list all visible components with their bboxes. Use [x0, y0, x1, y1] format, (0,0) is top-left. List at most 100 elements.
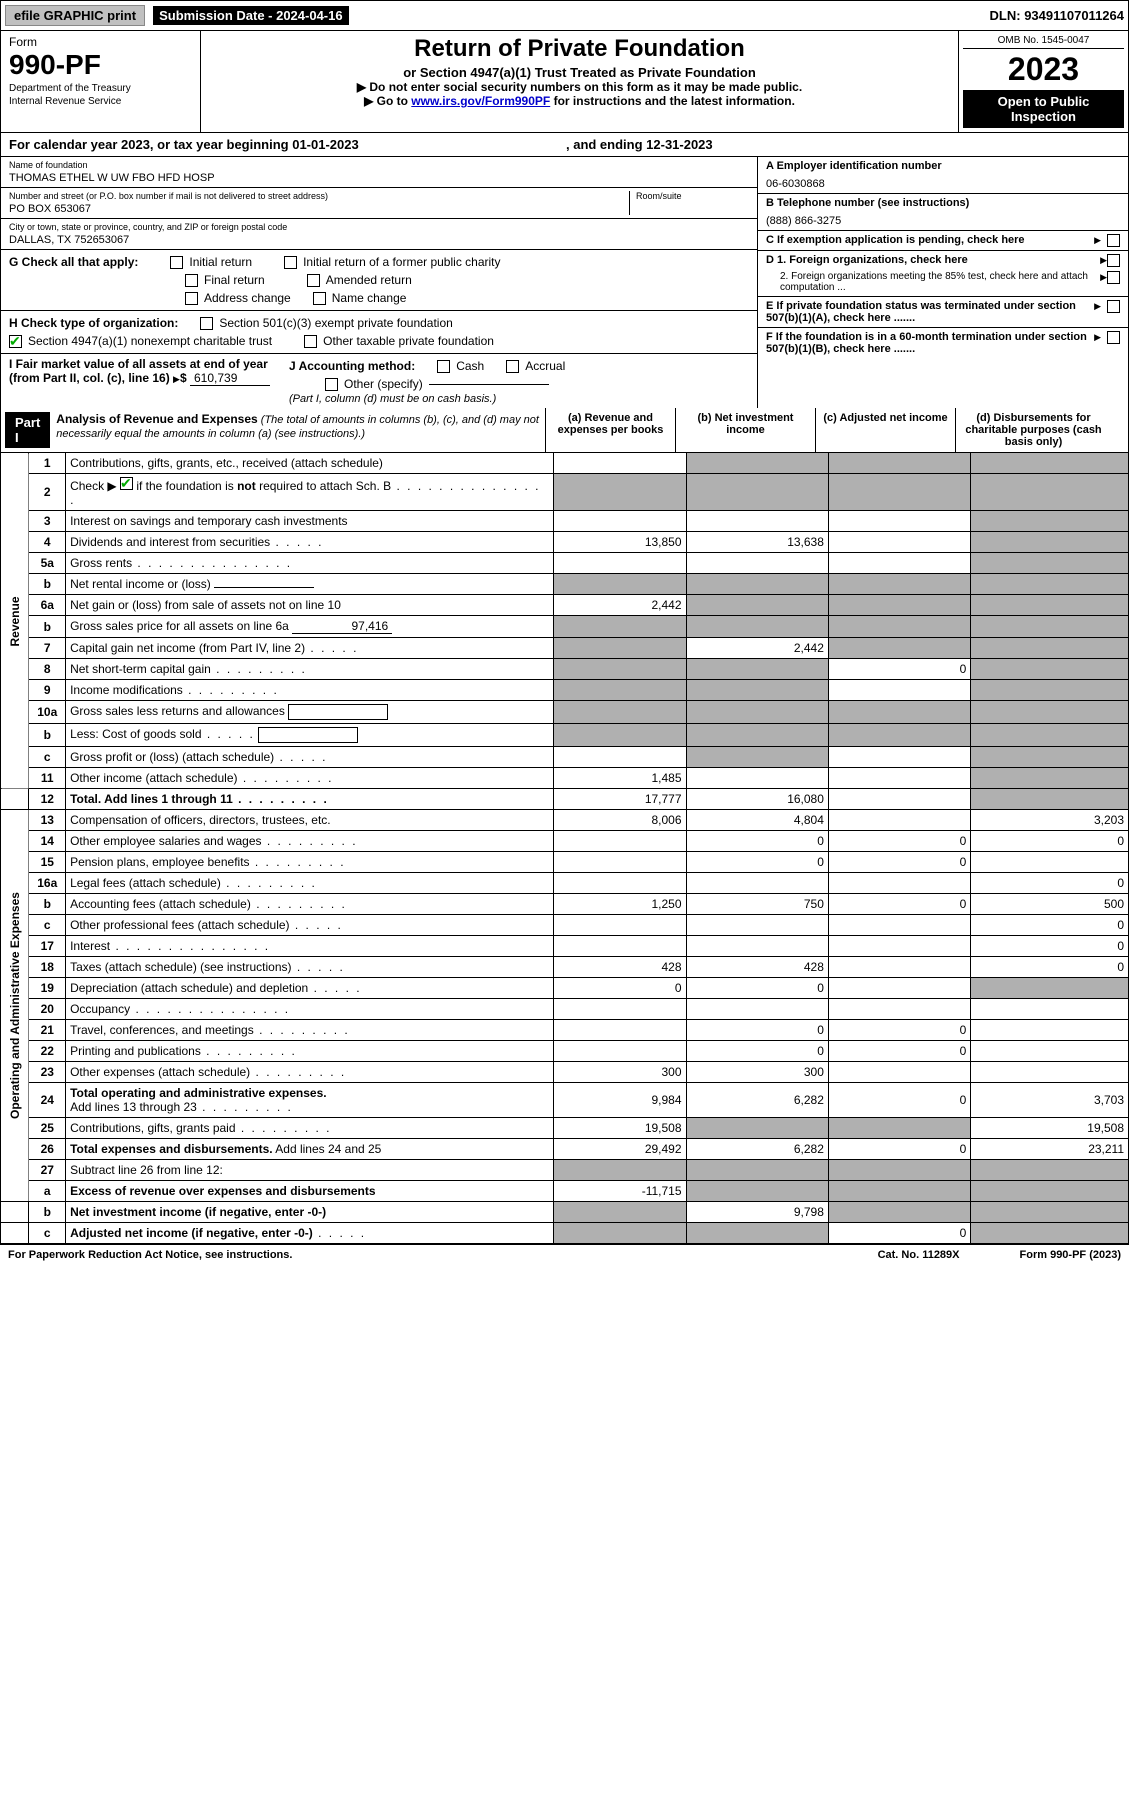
cell-value: 0	[828, 1020, 970, 1041]
cb-cash[interactable]	[437, 360, 450, 373]
cb-501c3[interactable]	[200, 317, 213, 330]
line-desc: Legal fees (attach schedule)	[66, 873, 554, 894]
line-num: 19	[29, 978, 66, 999]
cell-value: 3,203	[971, 810, 1129, 831]
cell-value: 23,211	[971, 1139, 1129, 1160]
line-num: c	[29, 747, 66, 768]
cb-4947a1[interactable]	[9, 335, 22, 348]
subtitle1: or Section 4947(a)(1) Trust Treated as P…	[209, 65, 950, 80]
cb-initial-return[interactable]	[170, 256, 183, 269]
table-row: c Other professional fees (attach schedu…	[1, 915, 1129, 936]
cell-value: 0	[686, 978, 828, 999]
line-desc: Net gain or (loss) from sale of assets n…	[66, 595, 554, 616]
form-header: Form 990-PF Department of the Treasury I…	[0, 31, 1129, 133]
addr-label: Number and street (or P.O. box number if…	[9, 191, 629, 201]
dept: Department of the Treasury	[9, 83, 192, 94]
line-num: 17	[29, 936, 66, 957]
irs-link[interactable]: www.irs.gov/Form990PF	[411, 94, 550, 108]
goto-prefix: ▶ Go to	[364, 94, 411, 108]
subtitle2a: ▶ Do not enter social security numbers o…	[209, 80, 950, 94]
cell-value: 0	[971, 936, 1129, 957]
addr: PO BOX 653067	[9, 201, 629, 215]
line-desc: Total expenses and disbursements. Add li…	[66, 1139, 554, 1160]
j-cash: Cash	[456, 359, 484, 373]
line-desc: Other income (attach schedule)	[66, 768, 554, 789]
meta-grid: Name of foundation THOMAS ETHEL W UW FBO…	[0, 157, 1129, 408]
table-row: 4 Dividends and interest from securities…	[1, 532, 1129, 553]
subtitle2b: ▶ Go to www.irs.gov/Form990PF for instru…	[209, 94, 950, 108]
table-row: 20 Occupancy	[1, 999, 1129, 1020]
cell-value: -11,715	[554, 1181, 686, 1202]
cell-value: 8,006	[554, 810, 686, 831]
cal-begin: For calendar year 2023, or tax year begi…	[9, 137, 359, 152]
cell-value: 428	[686, 957, 828, 978]
line-desc: Travel, conferences, and meetings	[66, 1020, 554, 1041]
table-row: b Accounting fees (attach schedule) 1,25…	[1, 894, 1129, 915]
cell-value: 750	[686, 894, 828, 915]
table-row: 7 Capital gain net income (from Part IV,…	[1, 638, 1129, 659]
cb-final[interactable]	[185, 274, 198, 287]
cell-value: 300	[554, 1062, 686, 1083]
cb-addr-change[interactable]	[185, 292, 198, 305]
line-num: 13	[29, 810, 66, 831]
table-row: 23 Other expenses (attach schedule) 300 …	[1, 1062, 1129, 1083]
line-desc: Interest	[66, 936, 554, 957]
table-row: 25 Contributions, gifts, grants paid 19,…	[1, 1118, 1129, 1139]
cell-value: 6,282	[686, 1083, 828, 1118]
line-desc: Interest on savings and temporary cash i…	[66, 511, 554, 532]
cb-name-change[interactable]	[313, 292, 326, 305]
calendar-year: For calendar year 2023, or tax year begi…	[0, 133, 1129, 157]
part1-header: Part I	[5, 412, 50, 448]
cell-value: 0	[828, 1083, 970, 1118]
r2-mid: if the foundation is	[133, 479, 237, 493]
line-num: 22	[29, 1041, 66, 1062]
r2-prefix: Check ▶	[70, 479, 120, 493]
cb-d1[interactable]	[1107, 254, 1120, 267]
cb-other-method[interactable]	[325, 378, 338, 391]
line-num: 7	[29, 638, 66, 659]
line-desc: Contributions, gifts, grants paid	[66, 1118, 554, 1139]
table-row: 24 Total operating and administrative ex…	[1, 1083, 1129, 1118]
cb-d2[interactable]	[1107, 271, 1120, 284]
cb-c[interactable]	[1107, 234, 1120, 247]
table-row: 19 Depreciation (attach schedule) and de…	[1, 978, 1129, 999]
g-amended: Amended return	[326, 273, 412, 287]
cb-other-taxable[interactable]	[304, 335, 317, 348]
line-num: 25	[29, 1118, 66, 1139]
table-row: c Adjusted net income (if negative, ente…	[1, 1223, 1129, 1244]
irs: Internal Revenue Service	[9, 96, 192, 107]
efile-btn[interactable]: efile GRAPHIC print	[5, 5, 145, 26]
line-desc: Depreciation (attach schedule) and deple…	[66, 978, 554, 999]
cell-value: 0	[971, 873, 1129, 894]
line-desc: Net short-term capital gain	[66, 659, 554, 680]
line-num: 15	[29, 852, 66, 873]
cell-value: 6,282	[686, 1139, 828, 1160]
submission-date: Submission Date - 2024-04-16	[153, 6, 349, 25]
line-num: 4	[29, 532, 66, 553]
line-num: 9	[29, 680, 66, 701]
cell-value: 19,508	[971, 1118, 1129, 1139]
line-desc: Adjusted net income (if negative, enter …	[66, 1223, 554, 1244]
cb-initial-former[interactable]	[284, 256, 297, 269]
line-desc: Printing and publications	[66, 1041, 554, 1062]
table-row: 10a Gross sales less returns and allowan…	[1, 701, 1129, 724]
cb-sch-b[interactable]	[120, 477, 133, 490]
line-num: 3	[29, 511, 66, 532]
line-num: 18	[29, 957, 66, 978]
line-desc: Occupancy	[66, 999, 554, 1020]
cb-accrual[interactable]	[506, 360, 519, 373]
gross-sales-6a: 97,416	[292, 619, 392, 634]
table-row: 26 Total expenses and disbursements. Add…	[1, 1139, 1129, 1160]
cal-end: , and ending 12-31-2023	[566, 137, 713, 152]
col-d-header: (d) Disbursements for charitable purpose…	[956, 408, 1111, 452]
line-num: 11	[29, 768, 66, 789]
cell-value: 0	[554, 978, 686, 999]
cell-value: 0	[828, 1041, 970, 1062]
part1-header-row: Part I Analysis of Revenue and Expenses …	[0, 408, 1129, 453]
line-desc: Gross sales price for all assets on line…	[66, 616, 554, 638]
cb-e[interactable]	[1107, 300, 1120, 313]
cb-f[interactable]	[1107, 331, 1120, 344]
foundation-name: THOMAS ETHEL W UW FBO HFD HOSP	[9, 170, 749, 184]
cb-amended[interactable]	[307, 274, 320, 287]
goto-suffix: for instructions and the latest informat…	[550, 94, 795, 108]
